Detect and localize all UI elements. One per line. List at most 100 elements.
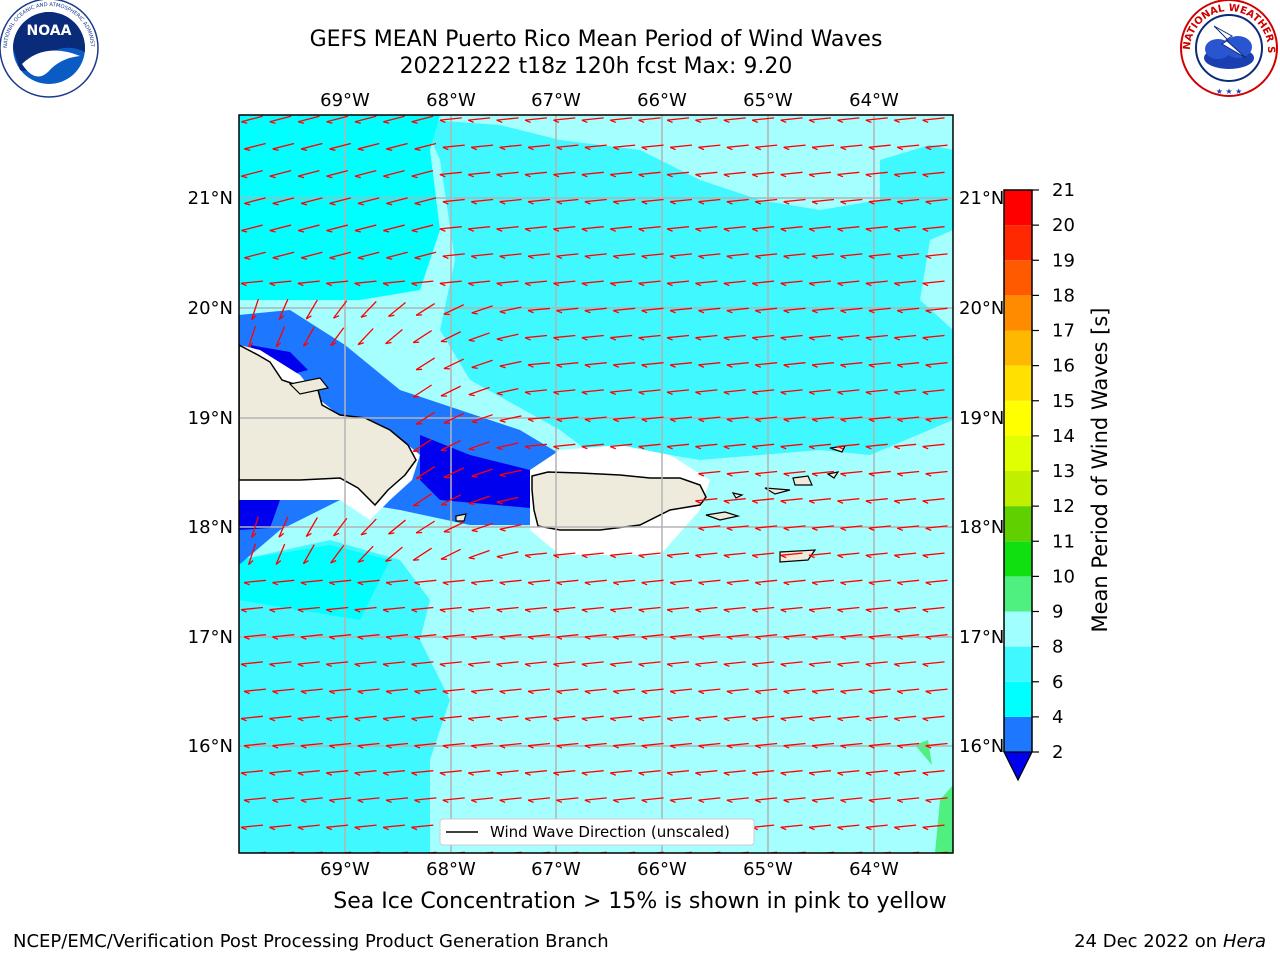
wind-arrow-head: [894, 772, 901, 776]
colorbar-tick-label: 18: [1052, 285, 1075, 306]
wind-arrow: [698, 307, 721, 312]
wind-arrow: [723, 226, 746, 230]
wind-arrow-head: [897, 854, 903, 856]
wind-arrow-head: [925, 581, 932, 586]
wind-arrow: [439, 715, 462, 720]
wind-arrow: [666, 171, 690, 176]
wind-arrow: [272, 142, 295, 150]
wind-arrow-head: [524, 445, 531, 450]
wind-arrow-head: [499, 581, 506, 586]
wind-arrow-head: [581, 663, 588, 668]
wind-arrow: [666, 606, 690, 611]
wind-arrow-head: [723, 228, 730, 232]
wind-arrow-head: [666, 554, 673, 559]
axis-tick-labels: 69°W 69°W 68°W 68°W 67°W 67°W 66°W 66°W 65°W 65°W…: [188, 90, 1005, 880]
wind-arrow: [496, 117, 519, 121]
wind-arrow: [300, 742, 323, 747]
wind-arrow-head: [868, 255, 875, 260]
wind-arrow: [527, 307, 551, 312]
wind-arrow-head: [783, 527, 790, 532]
wind-arrow: [783, 253, 806, 257]
wind-arrow: [385, 688, 409, 692]
wind-arrow-head: [780, 228, 787, 232]
wind-arrow: [581, 552, 604, 556]
wind-arrow: [922, 661, 945, 665]
wind-arrow-head: [499, 311, 506, 315]
wind-arrow: [471, 688, 494, 692]
wind-arrow: [357, 328, 374, 346]
wind-arrow-head: [584, 364, 591, 368]
wind-arrow-head: [897, 364, 904, 368]
wind-arrow: [581, 661, 604, 665]
wind-arrow: [666, 280, 690, 284]
wind-arrow-head: [385, 636, 392, 640]
wind-arrow-head: [468, 119, 475, 124]
wind-arrow-head: [837, 717, 844, 722]
wind-arrow-head: [695, 445, 702, 450]
wind-arrow-head: [723, 337, 730, 341]
wind-arrow: [581, 171, 604, 176]
wind-arrow: [865, 117, 888, 121]
wind-arrow: [783, 525, 806, 529]
wind-arrow: [808, 498, 832, 502]
wind-arrow-head: [726, 581, 733, 586]
wind-arrow: [415, 357, 436, 371]
wind-arrow: [556, 307, 579, 312]
colorbar-tick-label: 4: [1052, 707, 1063, 728]
wind-arrow-head: [922, 445, 929, 450]
wind-arrow: [780, 661, 803, 665]
wind-arrow-head: [411, 826, 418, 831]
wind-arrow: [695, 443, 718, 448]
wind-arrow: [244, 197, 266, 204]
wind-arrow-head: [723, 772, 730, 776]
lat-tick-right: 19°N: [959, 408, 1004, 429]
wind-arrow: [241, 224, 263, 232]
wind-arrow-head: [527, 745, 534, 749]
wind-arrow: [840, 579, 863, 584]
wind-arrow: [808, 280, 832, 284]
wind-arrow-head: [698, 146, 705, 151]
wind-arrow: [698, 579, 721, 584]
wind-arrow: [723, 334, 746, 339]
wind-arrow: [755, 688, 778, 692]
wind-arrow-head: [837, 663, 844, 668]
wind-arrow-head: [755, 309, 762, 314]
wind-arrow: [808, 443, 832, 448]
wind-arrow-head: [585, 854, 591, 856]
wind-arrow: [471, 414, 493, 423]
wind-arrow: [641, 144, 664, 148]
lon-tick-bottom: 64°W: [849, 859, 899, 880]
wind-arrow-head: [808, 119, 815, 124]
wind-arrow: [524, 552, 548, 556]
wind-arrow: [752, 389, 775, 393]
wind-arrow: [755, 144, 778, 148]
wind-arrow: [894, 715, 917, 720]
wind-arrow-head: [468, 557, 475, 560]
wind-arrow-head: [808, 337, 815, 341]
wind-arrow: [471, 144, 494, 148]
wind-arrow-head: [811, 799, 818, 804]
wind-arrow: [780, 226, 803, 230]
wind-arrow-head: [837, 173, 844, 178]
wind-arrow: [752, 552, 775, 556]
wind-arrow: [439, 171, 462, 176]
wind-arrow-head: [411, 717, 418, 722]
wind-arrow: [553, 715, 576, 720]
wind-arrow: [385, 742, 409, 747]
wind-arrow-head: [837, 337, 844, 341]
wind-arrow-head: [499, 419, 506, 423]
wind-arrow-head: [468, 502, 475, 506]
wind-arrow-head: [527, 201, 534, 205]
wind-arrow: [329, 197, 352, 204]
wind-arrow-head: [527, 690, 534, 695]
wind-arrow: [638, 117, 661, 121]
wind-arrow-head: [496, 663, 503, 668]
wind-arrow: [468, 280, 491, 284]
wind-arrow-head: [752, 337, 759, 341]
wind-arrow-head: [783, 745, 790, 749]
wind-arrow: [382, 661, 406, 665]
wind-arrow-head: [584, 745, 591, 749]
wind-arrow: [811, 253, 835, 257]
wind-arrow: [499, 469, 522, 476]
wind-arrow: [442, 634, 465, 638]
